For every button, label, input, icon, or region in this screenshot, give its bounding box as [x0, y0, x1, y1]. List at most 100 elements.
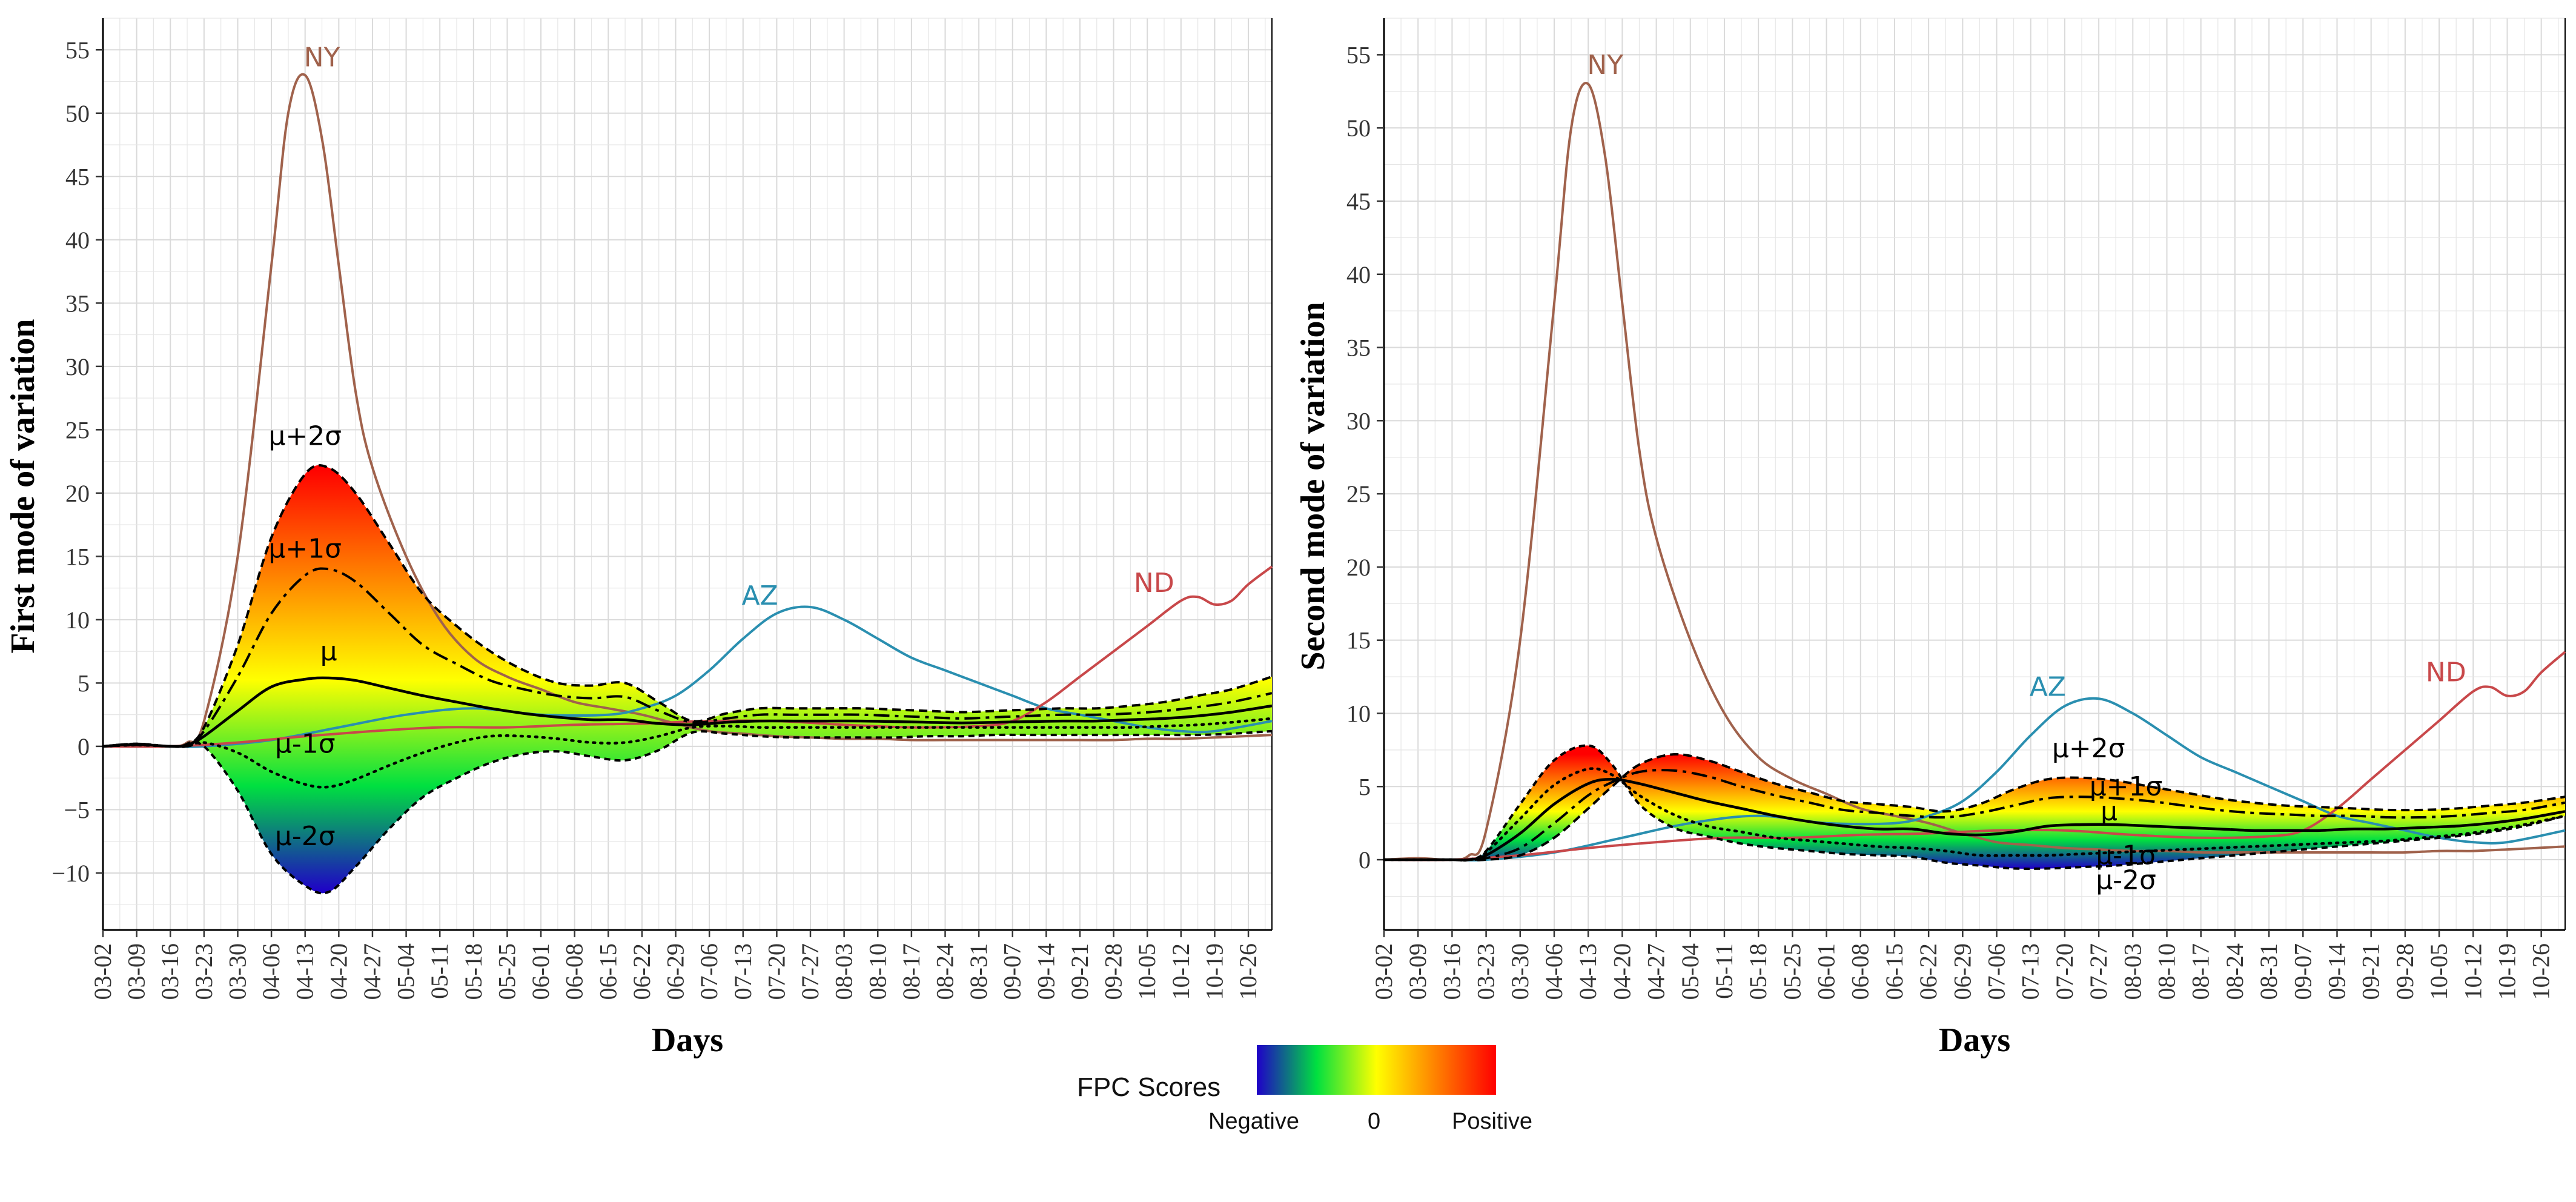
- label-muminus2sigma: μ-2σ: [2096, 865, 2156, 895]
- label-nd: ND: [1134, 568, 1174, 599]
- x-tick-label: 04-20: [1608, 943, 1635, 1000]
- y-tick-label: 30: [1346, 407, 1371, 434]
- y-tick-label: 40: [1346, 261, 1371, 288]
- series-line-ny: [102, 73, 1273, 748]
- x-tick-label: 05-11: [426, 943, 453, 999]
- y-tick-label: 0: [1359, 846, 1371, 874]
- y-tick-label: 10: [1346, 700, 1371, 727]
- y-tick-label: 25: [1346, 480, 1371, 508]
- y-tick-label: 35: [65, 290, 90, 317]
- x-tick-label: 05-18: [460, 943, 487, 1000]
- y-tick-label: 50: [1346, 115, 1371, 142]
- y-tick-label: 35: [1346, 334, 1371, 362]
- x-tick-label: 10-12: [1167, 943, 1194, 1000]
- x-tick-label: 10-19: [2494, 943, 2521, 1000]
- label-ny: NY: [304, 42, 340, 73]
- x-tick-label: 06-29: [1949, 943, 1976, 1000]
- x-tick-label: 05-04: [392, 943, 420, 1000]
- x-tick-label: 08-10: [2153, 943, 2180, 1000]
- x-tick-label: 09-07: [999, 943, 1026, 1000]
- label-mu: μ: [320, 636, 337, 667]
- x-tick-label: 03-09: [1404, 943, 1431, 1000]
- y-tick-label: 30: [65, 353, 90, 380]
- series-line-muplus2sigma: [1384, 752, 2566, 862]
- x-tick-label: 09-28: [1100, 943, 1127, 1000]
- label-nd: ND: [2426, 657, 2466, 688]
- x-tick-label: 07-06: [1983, 943, 2010, 1000]
- x-tick-label: 03-02: [1370, 943, 1397, 1000]
- series-line-muminus1sigma: [101, 717, 1274, 789]
- x-axis-title: Days: [1939, 1021, 2010, 1059]
- y-tick-label: 50: [65, 100, 90, 127]
- fpc-legend: [1257, 1045, 1496, 1095]
- x-tick-label: 08-03: [830, 943, 858, 1000]
- y-tick-label: 0: [78, 733, 90, 760]
- label-muplus2sigma: μ+2σ: [268, 420, 342, 451]
- x-tick-label: 08-31: [965, 943, 992, 1000]
- x-tick-label: 06-22: [1915, 943, 1942, 1000]
- label-muminus2sigma: μ-2σ: [275, 821, 336, 852]
- y-tick-label: 55: [1346, 41, 1371, 68]
- x-tick-label: 05-25: [493, 943, 520, 1000]
- y-tick-label: 5: [78, 669, 90, 697]
- x-tick-label: 04-20: [325, 943, 352, 1000]
- x-tick-label: 09-21: [1066, 943, 1093, 1000]
- x-tick-label: 09-14: [1032, 943, 1059, 1000]
- y-tick-label: 45: [1346, 188, 1371, 215]
- y-tick-label: −10: [51, 860, 90, 887]
- legend-title: FPC Scores: [1077, 1072, 1221, 1102]
- x-tick-label: 04-06: [1540, 943, 1568, 1000]
- x-tick-label: 08-31: [2255, 943, 2282, 1000]
- x-tick-label: 03-23: [1472, 943, 1500, 1000]
- x-tick-label: 05-25: [1778, 943, 1806, 1000]
- label-muplus2sigma: μ+2σ: [2052, 733, 2125, 764]
- x-tick-label: 09-07: [2289, 943, 2316, 1000]
- x-tick-label: 08-24: [2221, 943, 2248, 1000]
- x-tick-label: 08-10: [864, 943, 891, 1000]
- y-axis-title: Second mode of variation: [1294, 302, 1332, 670]
- x-tick-label: 10-05: [1133, 943, 1161, 1000]
- series-line-mu: [1384, 777, 2566, 862]
- x-tick-label: 06-15: [594, 943, 621, 1000]
- fpc-variation-band: [1384, 745, 2565, 869]
- x-tick-label: 10-19: [1200, 943, 1228, 1000]
- series-line-muminus1sigma: [1382, 767, 2567, 862]
- label-mu: μ: [2101, 796, 2117, 827]
- x-tick-label: 06-29: [662, 943, 689, 1000]
- series-line-muplus2sigma: [102, 463, 1273, 748]
- x-tick-label: 04-27: [1643, 943, 1670, 1000]
- x-tick-label: 07-27: [796, 943, 824, 1000]
- y-tick-label: 20: [65, 480, 90, 507]
- x-tick-label: 04-27: [359, 943, 386, 1000]
- x-tick-label: 06-08: [561, 943, 588, 1000]
- x-tick-label: 08-17: [898, 943, 925, 1000]
- gridlines: [1383, 18, 2565, 930]
- x-tick-label: 08-03: [2119, 943, 2146, 1000]
- label-az: AZ: [2030, 671, 2066, 702]
- label-muplus1sigma: μ+1σ: [2090, 771, 2163, 802]
- x-tick-label: 07-13: [2017, 943, 2044, 1000]
- series-line-nd: [1383, 651, 2566, 862]
- x-tick-label: 05-18: [1744, 943, 1772, 1000]
- x-tick-label: 05-11: [1710, 943, 1738, 999]
- x-tick-label: 06-01: [527, 943, 554, 1000]
- x-tick-label: 06-22: [628, 943, 655, 1000]
- x-tick-label: 03-16: [1438, 943, 1465, 1000]
- series-line-muminus2sigma: [102, 729, 1273, 895]
- y-tick-label: 20: [1346, 554, 1371, 581]
- x-tick-label: 08-24: [932, 943, 959, 1000]
- x-tick-label: 03-09: [123, 943, 150, 1000]
- y-tick-label: 45: [65, 163, 90, 190]
- x-tick-label: 06-15: [1881, 943, 1908, 1000]
- x-tick-label: 09-14: [2323, 943, 2351, 1000]
- x-tick-label: 04-13: [291, 943, 319, 1000]
- label-muplus1sigma: μ+1σ: [268, 533, 342, 564]
- x-tick-label: 03-30: [1506, 943, 1534, 1000]
- chart-second-mode: 0 5 10 15 20 25 30 35 40 45 50 55 03-02 03-09 03-16 03-…: [1294, 18, 2567, 1059]
- x-tick-label: 07-06: [695, 943, 723, 1000]
- x-tick-label: 03-23: [190, 943, 217, 1000]
- x-tick-label: 10-05: [2425, 943, 2452, 1000]
- x-tick-label: 04-06: [257, 943, 285, 1000]
- y-tick-label: 25: [65, 416, 90, 443]
